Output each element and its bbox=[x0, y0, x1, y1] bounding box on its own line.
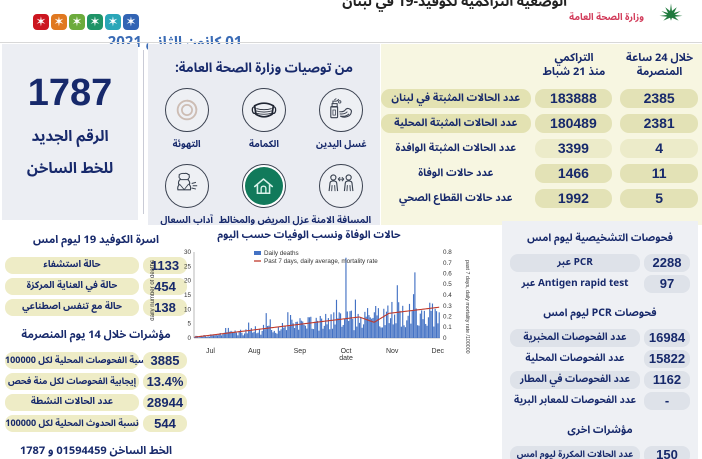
svg-text:0.2: 0.2 bbox=[443, 314, 452, 321]
svg-text:0.3: 0.3 bbox=[443, 303, 452, 310]
svg-text:0: 0 bbox=[187, 335, 191, 342]
svg-text:0.7: 0.7 bbox=[443, 260, 452, 267]
svg-text:10: 10 bbox=[184, 306, 192, 313]
svg-text:15: 15 bbox=[184, 292, 192, 299]
svg-text:25: 25 bbox=[184, 263, 192, 270]
svg-text:0.8: 0.8 bbox=[443, 249, 452, 256]
svg-text:30: 30 bbox=[184, 249, 192, 256]
svg-text:0.5: 0.5 bbox=[443, 281, 452, 288]
svg-text:20: 20 bbox=[184, 278, 192, 285]
svg-text:5: 5 bbox=[187, 321, 191, 328]
svg-text:0.6: 0.6 bbox=[443, 271, 452, 278]
svg-text:0: 0 bbox=[443, 335, 447, 342]
svg-text:Daily deaths: Daily deaths bbox=[264, 250, 299, 257]
svg-text:0.1: 0.1 bbox=[443, 324, 452, 331]
svg-text:0.4: 0.4 bbox=[443, 292, 452, 299]
svg-text:Past 7 days, daily average, mo: Past 7 days, daily average, mortality ra… bbox=[264, 258, 378, 265]
